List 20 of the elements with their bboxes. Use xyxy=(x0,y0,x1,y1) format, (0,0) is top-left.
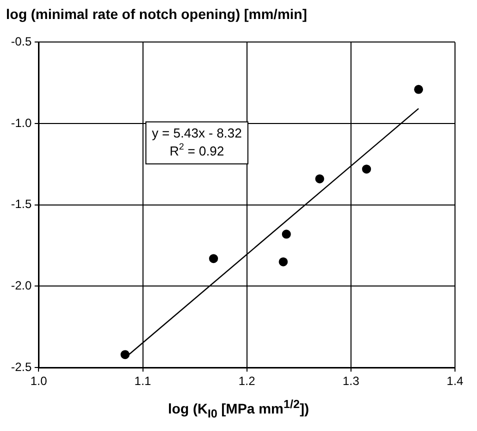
point xyxy=(282,230,291,239)
x-tick-label: 1.0 xyxy=(30,374,48,388)
y-tick-label: -0.5 xyxy=(10,34,32,49)
annotation: y = 5.43x - 8.32 xyxy=(152,126,242,140)
x-tick-label: 1.2 xyxy=(238,374,256,388)
y-tick-label: -1.5 xyxy=(10,197,32,212)
x-tick-label: 1.4 xyxy=(446,374,464,388)
y-tick-label: -2.5 xyxy=(10,360,32,374)
point xyxy=(414,84,424,94)
point xyxy=(362,164,372,174)
point xyxy=(315,174,324,184)
point xyxy=(209,254,218,264)
x-tick-label: 1.1 xyxy=(134,374,152,388)
y-tick-label: -2.0 xyxy=(10,278,32,293)
point xyxy=(120,350,130,360)
point xyxy=(278,257,288,266)
x-axis-title: log (K$_{I0}$ [MPa mm$^{1/2}$]) xyxy=(166,398,310,420)
x-tick-label: 1.3 xyxy=(342,374,360,388)
y-axis-title: log (minimal rate of notch opening) [mm/min] xyxy=(6,6,307,22)
y-tick-label: -1.0 xyxy=(10,116,32,130)
